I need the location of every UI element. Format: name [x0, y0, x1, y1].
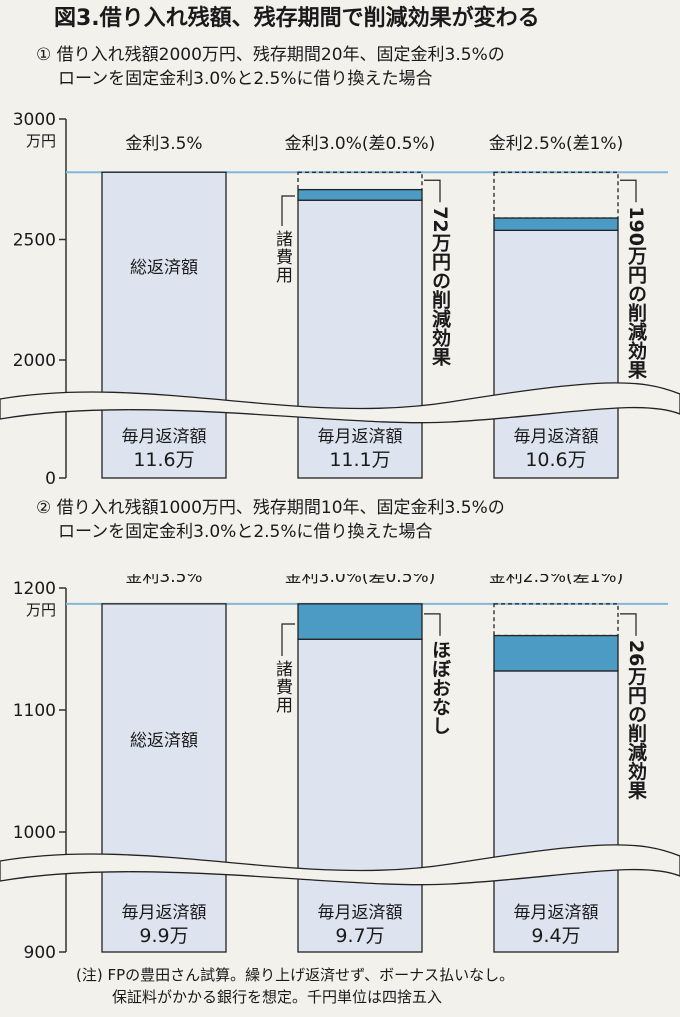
c1-total-label: 総返済額 [130, 731, 198, 751]
c1-y-unit-label: 万円 [26, 601, 56, 619]
c1-y-tick-label: 1100 [13, 701, 56, 721]
chart-1-subtitle-line2: ローンを固定金利3.0%と2.5%に借り換えた場合 [58, 69, 433, 89]
c0-y-unit-label: 万円 [26, 132, 56, 150]
c1-reduction-leader [620, 613, 637, 636]
c0-y-tick-label: 2500 [13, 231, 56, 251]
c1-monthly-label: 毎月返済額 [514, 903, 599, 923]
c0-bar-total [101, 171, 227, 479]
c0-monthly-label: 毎月返済額 [122, 427, 207, 447]
chart-1-subtitle-line1: ① 借り入れ残額2000万円、残存期間20年、固定金利3.5%の [36, 45, 505, 65]
c1-reduction-outline [493, 603, 619, 637]
c0-monthly-label: 毎月返済額 [318, 427, 403, 447]
c0-reduction-label: 72万円の削減効果 [429, 206, 452, 366]
c1-category-label: 金利2.5%(差1%) [489, 574, 623, 587]
c0-monthly-value: 11.1万 [329, 449, 390, 471]
c0-monthly-value: 11.6万 [133, 449, 194, 471]
c0-bar-fee [493, 217, 619, 231]
c0-monthly-label: 毎月返済額 [514, 427, 599, 447]
c1-reduction-label: ほぼおなし [429, 640, 451, 735]
c1-monthly-label: 毎月返済額 [122, 903, 207, 923]
c1-monthly-value: 9.7万 [335, 925, 384, 947]
c0-bar-total [493, 229, 619, 479]
c1-reduction-label: 26万円の削減効果 [625, 640, 648, 800]
c1-fee-leader [281, 623, 295, 656]
footnote-line2: 保証料がかかる銀行を想定。千円単位は四捨五入 [112, 988, 443, 1006]
c0-y-tick-label: 3000 [13, 110, 56, 130]
c0-reduction-leader [620, 179, 637, 203]
c1-axis-break [0, 844, 680, 886]
c1-fee-label: 諸費用 [272, 660, 293, 714]
c0-fee-leader [281, 195, 295, 226]
c0-monthly-value: 10.6万 [525, 449, 586, 471]
chart-2-subtitle-line1: ② 借り入れ残額1000万円、残存期間10年、固定金利3.5%の [36, 498, 505, 518]
c1-y-tick-label: 1000 [13, 823, 56, 843]
c0-bar-fee [297, 188, 423, 201]
c1-bar-total [493, 670, 619, 953]
c0-category-label: 金利3.0%(差0.5%) [285, 134, 436, 154]
c0-total-label: 総返済額 [130, 258, 198, 278]
c0-reduction-leader [424, 179, 441, 203]
c0-reduction-label: 190万円の削減効果 [625, 206, 648, 379]
c1-reduction-leader [424, 613, 441, 636]
c0-category-label: 金利3.5% [125, 134, 202, 154]
c1-y-tick-label: 900 [24, 943, 56, 963]
c1-bar-fee [493, 634, 619, 672]
c1-monthly-value: 9.9万 [139, 925, 188, 947]
c0-reduction-outline [493, 171, 619, 219]
chart-2-subtitle-line2: ローンを固定金利3.0%と2.5%に借り換えた場合 [58, 522, 433, 542]
c0-bar-total [297, 199, 423, 479]
chart-2: 120011001000900万円金利3.5%毎月返済額9.9万金利3.0%(差… [0, 574, 680, 963]
c1-monthly-value: 9.4万 [531, 925, 580, 947]
c1-bar-total [101, 603, 227, 953]
c1-bar-fee [297, 603, 423, 640]
c0-y-tick-label: 2000 [13, 351, 56, 371]
c0-axis-break [0, 382, 680, 424]
c0-category-label: 金利2.5%(差1%) [489, 134, 623, 154]
c0-y-tick-label: 0 [45, 469, 56, 489]
footnote-line1: (注) FPの豊田さん試算。繰り上げ返済せず、ボーナス払いなし。 [76, 966, 515, 984]
c0-fee-label: 諸費用 [272, 230, 293, 284]
c0-reduction-outline [297, 171, 423, 191]
c1-monthly-label: 毎月返済額 [318, 903, 403, 923]
c1-category-label: 金利3.0%(差0.5%) [285, 574, 436, 587]
c1-bar-total [297, 638, 423, 953]
figure-title: 図3.借り入れ残額、残存期間で削減効果が変わる [54, 6, 540, 31]
c1-y-tick-label: 1200 [13, 579, 56, 599]
c1-category-label: 金利3.5% [125, 574, 202, 587]
